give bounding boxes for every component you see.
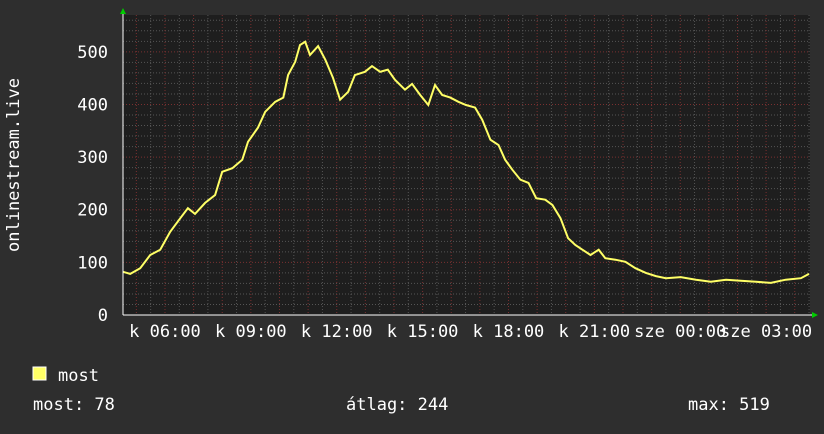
x-axis-arrow-icon bbox=[812, 312, 818, 318]
y-tick-label: 0 bbox=[98, 306, 108, 326]
x-tick-label: k 15:00 bbox=[387, 322, 459, 342]
x-tick-label: k 18:00 bbox=[473, 322, 545, 342]
y-tick-label: 200 bbox=[77, 201, 108, 221]
x-tick-label: sze 03:00 bbox=[720, 322, 812, 342]
y-axis: 0 100 200 300 400 500 bbox=[77, 43, 108, 326]
grid bbox=[123, 15, 810, 315]
x-tick-label: k 12:00 bbox=[301, 322, 373, 342]
legend-swatch bbox=[32, 366, 47, 381]
x-axis: k 06:00 k 09:00 k 12:00 k 15:00 k 18:00 k 21:… bbox=[129, 322, 812, 342]
stat-average: átlag: 244 bbox=[346, 395, 448, 415]
x-tick-label: k 09:00 bbox=[215, 322, 287, 342]
y-tick-label: 400 bbox=[77, 95, 108, 115]
stat-current: most: 78 bbox=[33, 395, 115, 415]
stat-max: max: 519 bbox=[688, 395, 770, 415]
y-axis-arrow-icon bbox=[120, 8, 126, 14]
y-tick-label: 500 bbox=[77, 43, 108, 63]
legend-label: most bbox=[58, 366, 99, 386]
series-line-most bbox=[122, 40, 810, 284]
plot-area bbox=[123, 15, 810, 315]
x-tick-label: k 06:00 bbox=[129, 322, 201, 342]
x-tick-label: sze 00:00 bbox=[634, 322, 726, 342]
y-axis-label: onlinestream.live bbox=[4, 78, 24, 252]
y-tick-label: 100 bbox=[77, 253, 108, 273]
x-tick-label: k 21:00 bbox=[559, 322, 631, 342]
y-tick-label: 300 bbox=[77, 148, 108, 168]
